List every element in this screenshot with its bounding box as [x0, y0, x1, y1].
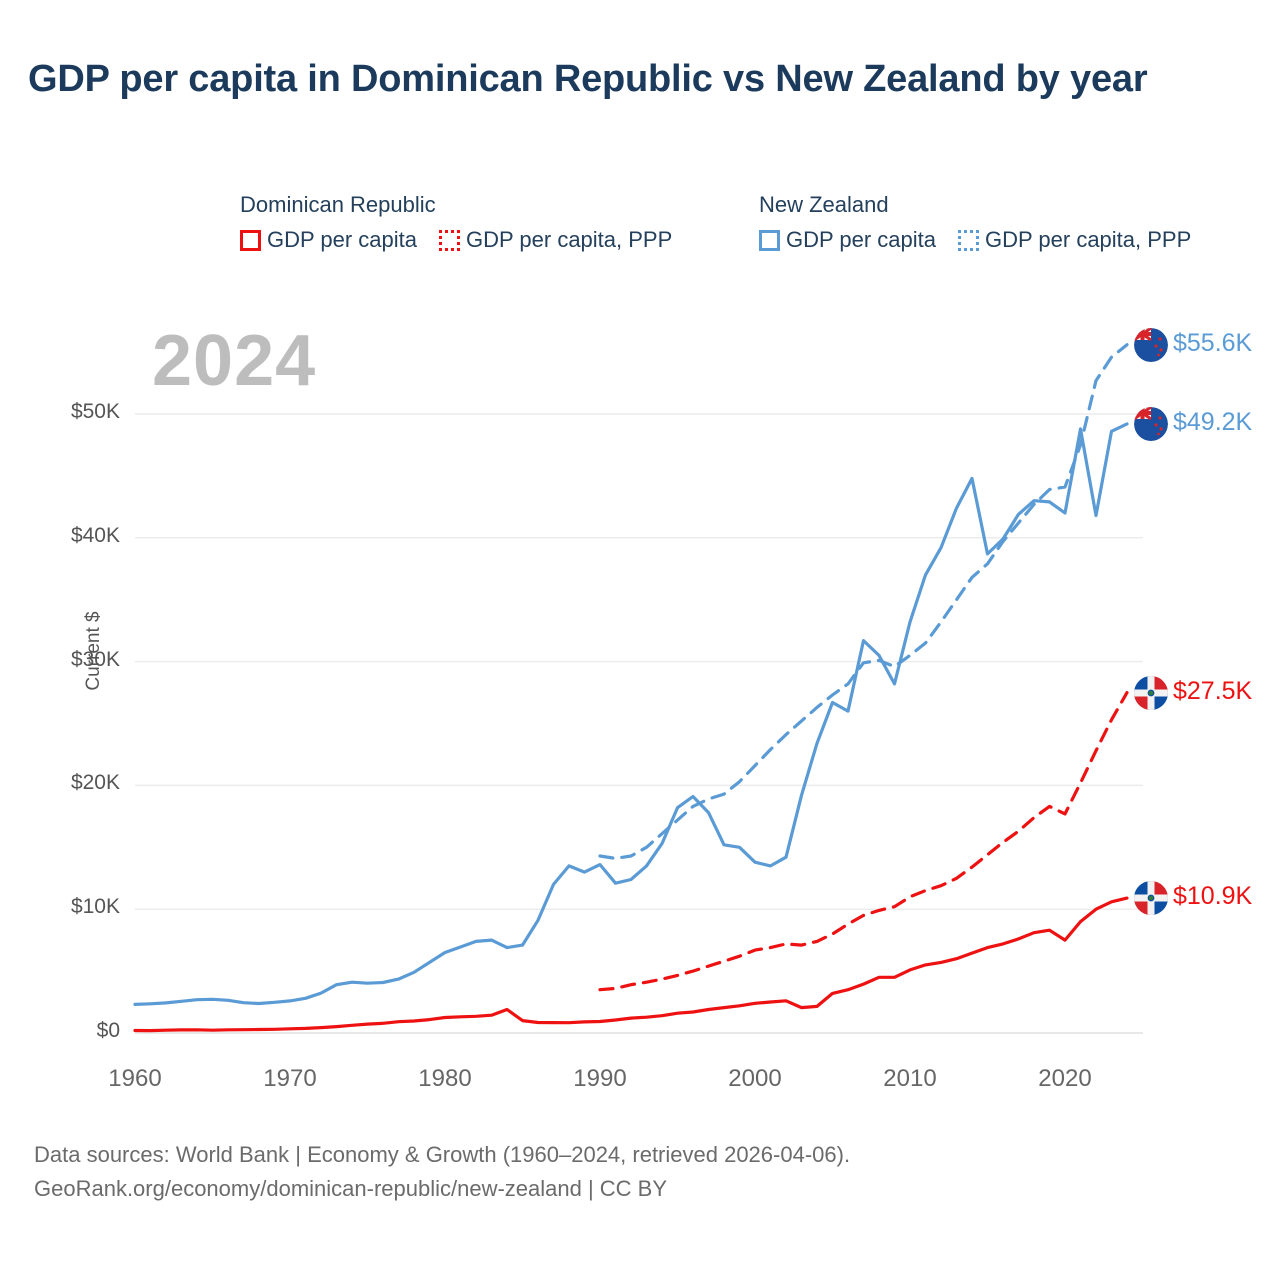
- x-axis-tick-label: 2010: [883, 1065, 937, 1092]
- y-axis-tick-label: $30K: [70, 647, 120, 671]
- footer-data-sources: Data sources: World Bank | Economy & Gro…: [34, 1142, 851, 1167]
- x-axis-tick-label: 1980: [418, 1065, 472, 1092]
- legend-swatch-dotted-icon: [439, 229, 461, 251]
- legend-swatch-dotted-icon: [958, 229, 980, 251]
- series-line: [133, 896, 1129, 1033]
- legend-item-label: GDP per capita: [267, 227, 418, 252]
- footer-attribution: GeoRank.org/economy/dominican-republic/n…: [34, 1176, 668, 1202]
- legend-item-label: GDP per capita, PPP: [466, 227, 673, 252]
- dominican-republic-flag-icon: [1134, 675, 1168, 710]
- x-axis-tick-label: 2000: [728, 1065, 782, 1092]
- y-axis-tick-label: $20K: [70, 771, 120, 795]
- legend-group-title: New Zealand: [759, 192, 889, 217]
- series-line: [133, 422, 1129, 1006]
- series-end-value-label: $27.5K: [1173, 676, 1253, 705]
- chart-footer: Data sources: World Bank | Economy & Gro…: [34, 1138, 1234, 1206]
- year-watermark: 2024: [152, 321, 317, 401]
- series-end-value-label: $55.6K: [1173, 328, 1253, 357]
- x-axis-tick-label: 1960: [108, 1065, 162, 1092]
- new-zealand-flag-icon: [1134, 406, 1168, 441]
- x-axis-tick-label: 1970: [263, 1065, 317, 1092]
- legend-item-nz-gdp-per-capita[interactable]: GDP per capita: [759, 227, 936, 253]
- y-axis-tick-label: $40K: [70, 523, 120, 547]
- x-axis-tick-label: 2020: [1038, 1065, 1092, 1092]
- dominican-republic-flag-icon: [1134, 881, 1168, 916]
- series-end-value-label: $49.2K: [1173, 407, 1253, 436]
- chart-legend: Dominican Republic GDP per capita GDP pe…: [240, 192, 1270, 272]
- legend-group-dominican-republic: Dominican Republic GDP per capita GDP pe…: [240, 192, 672, 253]
- x-axis-tick-label: 1990: [573, 1065, 627, 1092]
- legend-item-dr-gdp-per-capita[interactable]: GDP per capita: [240, 227, 417, 253]
- chart-svg: [133, 343, 1143, 1034]
- series-end-value-label: $10.9K: [1173, 882, 1253, 911]
- y-axis-tick-label: $0: [96, 1019, 120, 1042]
- page-title: GDP per capita in Dominican Republic vs …: [28, 58, 1148, 100]
- y-axis-tick-label: $50K: [70, 400, 120, 423]
- chart-plot-area: 2024 Current $ $0 $10K $20K $30K $40K $50K 196…: [0, 280, 1280, 1092]
- y-axis-tick-label: $10K: [70, 895, 120, 919]
- new-zealand-flag-icon: [1134, 327, 1168, 362]
- legend-item-nz-gdp-per-capita-ppp[interactable]: GDP per capita, PPP: [958, 227, 1191, 253]
- legend-group-title: Dominican Republic: [240, 192, 436, 217]
- series-line: [598, 343, 1129, 860]
- legend-item-label: GDP per capita: [786, 227, 937, 252]
- legend-item-dr-gdp-per-capita-ppp[interactable]: GDP per capita, PPP: [439, 227, 672, 253]
- series-line: [598, 691, 1129, 992]
- legend-swatch-solid-icon: [759, 229, 780, 251]
- legend-item-label: GDP per capita, PPP: [985, 227, 1192, 252]
- legend-group-new-zealand: New Zealand GDP per capita GDP per capit…: [759, 192, 1191, 253]
- legend-swatch-solid-icon: [240, 229, 261, 251]
